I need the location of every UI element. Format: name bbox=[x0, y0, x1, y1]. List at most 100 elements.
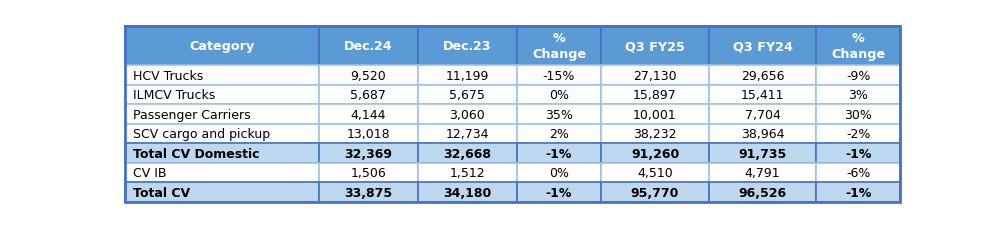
Bar bbox=[816, 66, 900, 86]
Text: 3,060: 3,060 bbox=[449, 108, 485, 121]
Text: 1,506: 1,506 bbox=[350, 166, 386, 179]
Bar bbox=[125, 86, 319, 105]
Bar bbox=[319, 183, 418, 202]
Bar bbox=[418, 86, 517, 105]
Bar bbox=[601, 86, 709, 105]
Text: 33,875: 33,875 bbox=[344, 186, 392, 199]
Bar bbox=[709, 124, 816, 144]
Bar bbox=[125, 144, 319, 163]
Bar bbox=[601, 124, 709, 144]
Text: 1,512: 1,512 bbox=[449, 166, 485, 179]
Text: 0%: 0% bbox=[549, 166, 569, 179]
Text: 95,770: 95,770 bbox=[631, 186, 679, 199]
Text: ILMCV Trucks: ILMCV Trucks bbox=[133, 89, 215, 102]
Bar bbox=[319, 86, 418, 105]
Bar bbox=[816, 105, 900, 124]
Text: 0%: 0% bbox=[549, 89, 569, 102]
Text: 13,018: 13,018 bbox=[346, 128, 390, 141]
Text: SCV cargo and pickup: SCV cargo and pickup bbox=[133, 128, 270, 141]
Bar bbox=[709, 66, 816, 86]
Bar bbox=[601, 144, 709, 163]
Text: 7,704: 7,704 bbox=[745, 108, 781, 121]
Text: Dec․23: Dec․23 bbox=[443, 40, 492, 53]
Bar bbox=[517, 144, 601, 163]
Text: -1%: -1% bbox=[845, 186, 871, 199]
Text: -15%: -15% bbox=[543, 69, 575, 82]
Text: Total CV Domestic: Total CV Domestic bbox=[133, 147, 259, 160]
Bar bbox=[125, 124, 319, 144]
Text: 5,687: 5,687 bbox=[350, 89, 386, 102]
Bar bbox=[125, 183, 319, 202]
Bar bbox=[517, 66, 601, 86]
Bar bbox=[319, 66, 418, 86]
Text: 32,369: 32,369 bbox=[344, 147, 392, 160]
Text: -9%: -9% bbox=[846, 69, 870, 82]
Bar bbox=[418, 163, 517, 183]
Bar bbox=[517, 124, 601, 144]
Text: Passenger Carriers: Passenger Carriers bbox=[133, 108, 250, 121]
Bar bbox=[816, 144, 900, 163]
Bar bbox=[125, 66, 319, 86]
Text: 38,232: 38,232 bbox=[633, 128, 677, 141]
Text: 27,130: 27,130 bbox=[633, 69, 677, 82]
Text: 10,001: 10,001 bbox=[633, 108, 677, 121]
Bar bbox=[709, 144, 816, 163]
Bar bbox=[709, 27, 816, 66]
Text: Category: Category bbox=[189, 40, 254, 53]
Bar bbox=[816, 183, 900, 202]
Bar bbox=[517, 105, 601, 124]
Bar bbox=[601, 163, 709, 183]
Text: 5,675: 5,675 bbox=[449, 89, 485, 102]
Text: 4,144: 4,144 bbox=[351, 108, 386, 121]
Bar bbox=[816, 86, 900, 105]
Text: -1%: -1% bbox=[845, 147, 871, 160]
Text: 4,510: 4,510 bbox=[637, 166, 673, 179]
Bar bbox=[418, 105, 517, 124]
Bar bbox=[418, 144, 517, 163]
Bar bbox=[709, 183, 816, 202]
Bar bbox=[125, 105, 319, 124]
Text: -1%: -1% bbox=[546, 186, 572, 199]
Bar bbox=[319, 105, 418, 124]
Bar bbox=[125, 27, 319, 66]
Bar bbox=[601, 183, 709, 202]
Text: 9,520: 9,520 bbox=[350, 69, 386, 82]
Text: 15,411: 15,411 bbox=[741, 89, 784, 102]
Text: Total CV: Total CV bbox=[133, 186, 190, 199]
Text: 91,735: 91,735 bbox=[739, 147, 787, 160]
Text: HCV Trucks: HCV Trucks bbox=[133, 69, 203, 82]
Bar bbox=[418, 66, 517, 86]
Bar bbox=[319, 144, 418, 163]
Text: 15,897: 15,897 bbox=[633, 89, 677, 102]
Bar bbox=[601, 105, 709, 124]
Text: 34,180: 34,180 bbox=[443, 186, 491, 199]
Bar bbox=[816, 124, 900, 144]
Text: 91,260: 91,260 bbox=[631, 147, 679, 160]
Text: Q3 FY25: Q3 FY25 bbox=[625, 40, 685, 53]
Bar bbox=[709, 163, 816, 183]
Bar bbox=[816, 27, 900, 66]
Text: -2%: -2% bbox=[846, 128, 870, 141]
Bar bbox=[709, 86, 816, 105]
Text: 3%: 3% bbox=[848, 89, 868, 102]
Text: %
Change: % Change bbox=[831, 32, 885, 61]
Bar bbox=[816, 163, 900, 183]
Bar bbox=[709, 105, 816, 124]
Bar bbox=[601, 27, 709, 66]
Text: %
Change: % Change bbox=[532, 32, 586, 61]
Bar bbox=[517, 86, 601, 105]
Text: 2%: 2% bbox=[549, 128, 569, 141]
Text: 12,734: 12,734 bbox=[446, 128, 489, 141]
Bar bbox=[418, 27, 517, 66]
Bar bbox=[418, 124, 517, 144]
Text: 35%: 35% bbox=[545, 108, 573, 121]
Text: 38,964: 38,964 bbox=[741, 128, 784, 141]
Text: 96,526: 96,526 bbox=[739, 186, 787, 199]
Text: -6%: -6% bbox=[846, 166, 870, 179]
Bar bbox=[319, 27, 418, 66]
Text: 30%: 30% bbox=[844, 108, 872, 121]
Text: 32,668: 32,668 bbox=[443, 147, 491, 160]
Text: 4,791: 4,791 bbox=[745, 166, 780, 179]
Text: -1%: -1% bbox=[546, 147, 572, 160]
Bar bbox=[418, 183, 517, 202]
